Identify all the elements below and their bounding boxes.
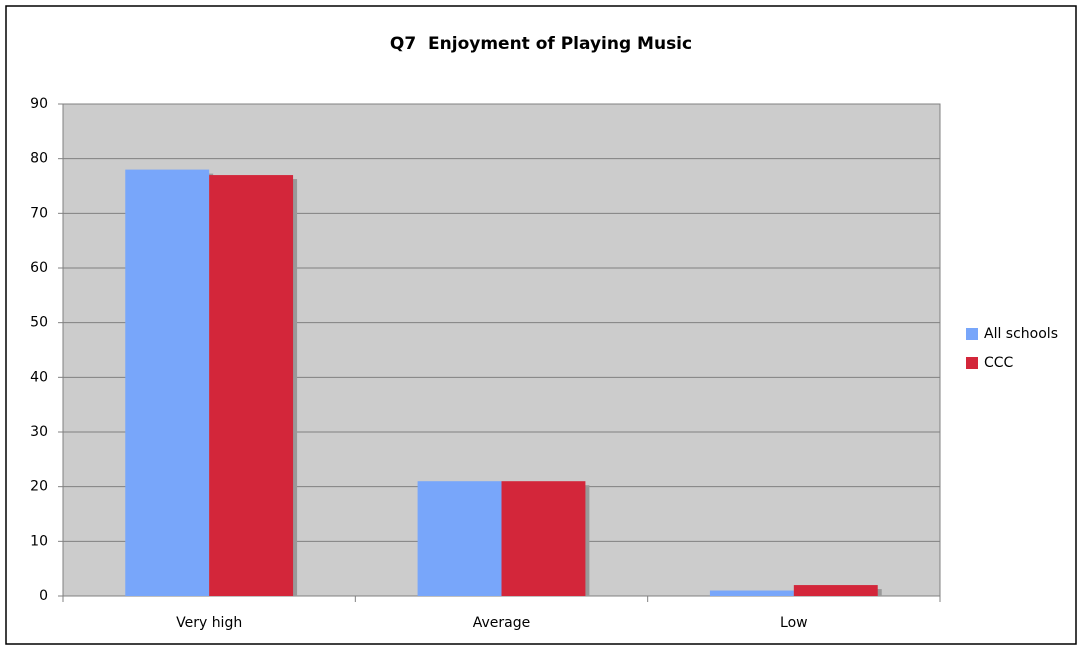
x-tick-label: Low [780,615,808,631]
y-tick-label: 40 [30,369,48,385]
legend-swatch [966,328,978,340]
y-tick-label: 60 [30,260,48,276]
y-tick-label: 10 [30,533,48,549]
chart-title: Q7 Enjoyment of Playing Music [390,34,692,54]
y-tick-label: 70 [30,205,48,221]
y-tick-label: 50 [30,315,48,331]
y-tick-label: 0 [39,588,48,604]
bar [417,481,502,596]
legend-label: CCC [984,355,1014,371]
x-tick-label: Average [473,615,531,631]
bar [709,590,794,596]
x-tick-label: Very high [176,615,242,631]
bar [209,175,294,597]
bar [793,585,878,596]
legend-label: All schools [984,326,1058,342]
bar [125,169,210,596]
y-tick-label: 80 [30,151,48,167]
y-tick-label: 20 [30,479,48,495]
y-tick-label: 30 [30,424,48,440]
bar [501,481,586,596]
y-tick-label: 90 [30,96,48,112]
legend-swatch [966,357,978,369]
